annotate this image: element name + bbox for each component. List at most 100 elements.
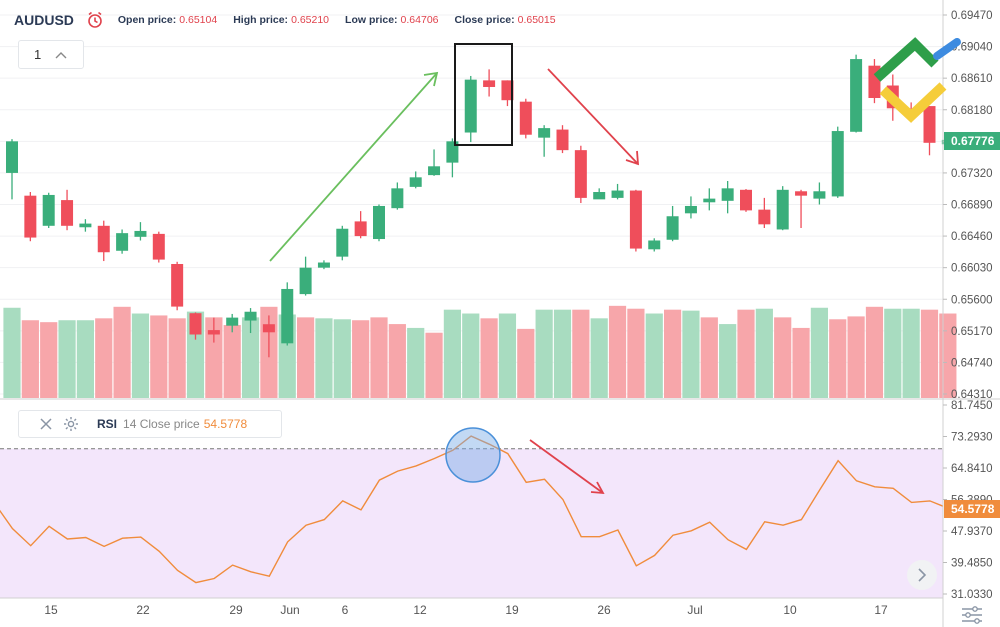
candle-body [317,262,330,268]
candle[interactable] [923,106,936,156]
chart-header: AUDUSD Open price: 0.65104 High price: 0… [14,11,572,29]
rsi-tick-label: 39.4850 [951,558,993,570]
candle[interactable] [336,225,349,261]
candle-body [758,209,771,225]
time-tick-label: 6 [342,603,349,617]
volume-bar [920,309,939,398]
volume-bar [21,320,39,398]
candle[interactable] [409,171,422,189]
candle[interactable] [226,313,239,333]
candle-body [446,141,459,163]
settings-sliders-icon[interactable] [962,606,982,624]
time-tick-label: 29 [229,603,243,617]
interval-selector[interactable]: 1 [18,40,84,69]
open-price-value: 0.65104 [179,14,218,26]
candle[interactable] [483,69,496,97]
candle[interactable] [593,188,606,200]
candle[interactable] [6,139,18,200]
volume-bar [113,306,131,398]
scroll-right-button[interactable] [907,560,937,590]
close-icon[interactable] [39,417,53,431]
candle[interactable] [464,75,477,143]
candle[interactable] [428,149,441,176]
candle[interactable] [538,125,551,157]
current-price-bg [944,132,1000,150]
candle[interactable] [97,220,110,262]
candle[interactable] [776,186,789,231]
candle[interactable] [611,183,624,200]
candle[interactable] [134,222,147,241]
candle[interactable] [171,261,184,311]
alarm-clock-icon[interactable] [86,11,104,29]
candle-body [556,129,569,151]
candle[interactable] [813,182,826,205]
candle[interactable] [666,205,679,242]
candle[interactable] [703,188,716,211]
candle[interactable] [556,125,569,154]
candle-body [776,189,789,230]
candle[interactable] [850,54,863,133]
candle[interactable] [207,317,220,343]
candle[interactable] [648,238,661,252]
candle[interactable] [831,126,844,198]
candle[interactable] [721,180,734,214]
symbol-name[interactable]: AUDUSD [14,12,74,28]
candle[interactable] [684,196,697,219]
candle[interactable] [152,231,165,263]
candle[interactable] [189,312,202,340]
candle[interactable] [116,229,129,254]
candle[interactable] [317,260,330,270]
candle[interactable] [795,189,808,229]
uptrend-arrowhead [423,71,439,87]
candle[interactable] [299,256,312,296]
chevron-up-icon[interactable] [55,51,67,59]
candle-body [813,191,826,199]
candle-body [354,221,367,237]
volume-bar [297,317,315,398]
candle[interactable] [519,98,532,139]
gear-icon[interactable] [63,416,79,432]
rsi-tick-label: 31.0330 [951,589,993,601]
candle-body [244,311,257,321]
candle[interactable] [79,219,92,232]
candle[interactable] [391,182,404,210]
candle[interactable] [574,145,587,204]
rsi-peak-circle [445,427,501,483]
candle[interactable] [24,192,37,242]
candle[interactable] [501,80,514,107]
candle-body [97,225,110,253]
candle[interactable] [868,59,881,104]
volume-bar [535,309,553,398]
price-tick-label: 0.69040 [951,42,993,54]
volume-bar [95,318,113,398]
candle[interactable] [446,138,459,178]
time-axis-ticks: 15 22 29 Jun 6 12 19 26 Jul 10 17 [44,603,888,617]
open-price-label: Open price: [117,14,177,26]
candle-body [391,188,404,209]
volume-bar [443,309,461,398]
volume-bar [810,307,828,398]
candle[interactable] [373,204,385,242]
rsi-tick-label: 81.7450 [951,400,993,412]
price-tick-label: 0.65170 [951,326,993,338]
candle[interactable] [281,282,294,346]
candle[interactable] [758,197,771,229]
volume-bar [847,316,865,398]
candle[interactable] [262,315,275,358]
time-tick-label: 12 [413,603,427,617]
candle[interactable] [354,211,367,239]
candle[interactable] [740,189,752,212]
candle[interactable] [244,308,257,334]
volume-bar [700,317,718,398]
time-tick-label: Jun [280,603,299,617]
candle[interactable] [42,192,55,229]
interval-value: 1 [34,47,42,62]
price-tick-label: 0.64740 [951,357,993,369]
rsi-line [0,435,944,584]
candle[interactable] [61,189,74,231]
highlight-box [454,43,513,146]
candle[interactable] [629,189,642,252]
candle-body [703,198,716,203]
time-tick-label: 17 [874,603,888,617]
